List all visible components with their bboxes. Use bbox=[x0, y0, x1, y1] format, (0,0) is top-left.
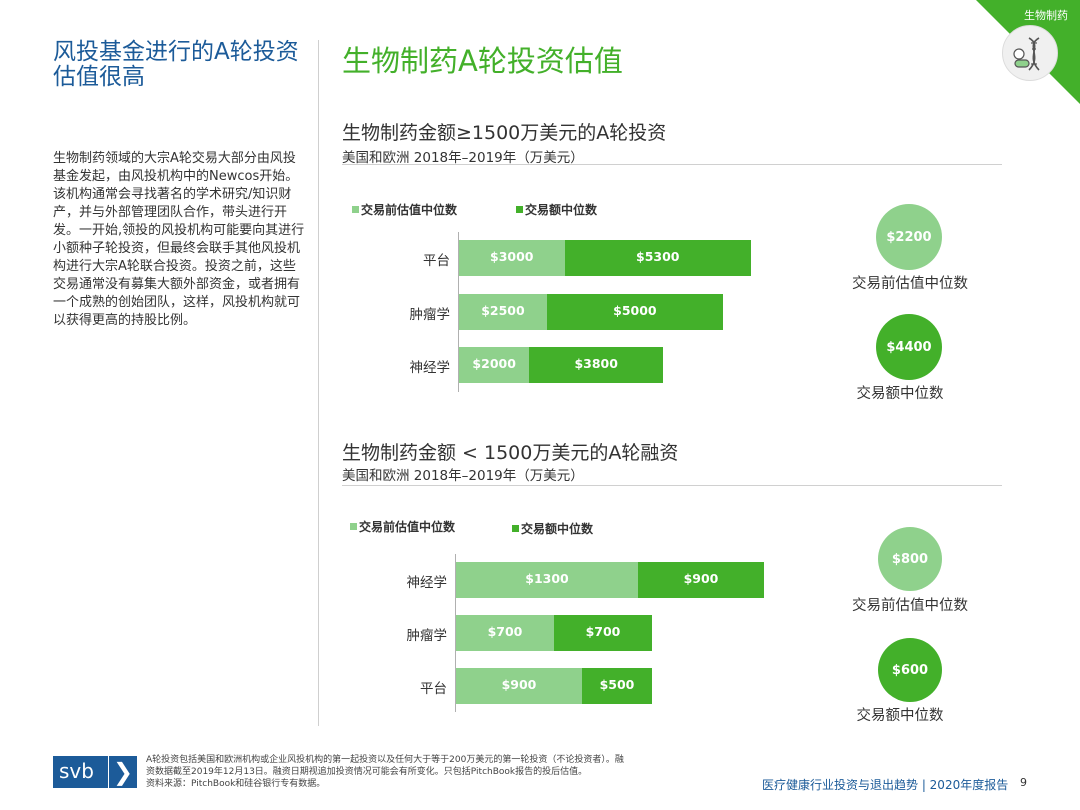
footnote-line-2: 资数据截至2019年12月13日。融资日期视追加投资情况可能会有所变化。只包括P… bbox=[146, 767, 588, 777]
bar-deal-amount bbox=[546, 294, 723, 330]
legend-swatch-dark bbox=[516, 206, 523, 213]
chart2-legend-pre: 交易前估值中位数 bbox=[350, 518, 455, 535]
chart1-axis bbox=[458, 232, 459, 392]
chart1-legend-amt: 交易额中位数 bbox=[516, 201, 597, 218]
chart2-summary-pre-circle: $800 bbox=[878, 527, 942, 591]
corner-label: 生物制药 bbox=[1024, 9, 1068, 22]
bar-deal-amount bbox=[554, 615, 652, 651]
bar-value-label: $2000 bbox=[472, 356, 516, 371]
footnote-line-3: 资料来源：PitchBook和硅谷银行专有数据。 bbox=[146, 779, 326, 789]
category-label: 平台 bbox=[420, 681, 447, 697]
chart1-summary-amt-caption: 交易额中位数 bbox=[856, 386, 944, 402]
category-label: 肿瘤学 bbox=[409, 307, 451, 323]
chart2-subtitle: 美国和欧洲 2018年–2019年（万美元） bbox=[342, 468, 584, 484]
category-label: 肿瘤学 bbox=[406, 628, 448, 644]
chart2-legend-amt: 交易额中位数 bbox=[512, 520, 593, 537]
bar-deal-amount bbox=[638, 562, 764, 598]
chart1-title: 生物制药金额≥1500万美元的A轮投资 bbox=[342, 122, 667, 144]
bar-value-label: $3000 bbox=[490, 249, 534, 264]
category-label: 神经学 bbox=[409, 360, 451, 376]
chart2-summary-amt-caption: 交易额中位数 bbox=[856, 708, 944, 724]
chart2-summary-amt-circle: $600 bbox=[878, 638, 942, 702]
left-title: 风投基金进行的A轮投资估值很高 bbox=[53, 39, 299, 90]
chart1-subtitle: 美国和欧洲 2018年–2019年（万美元） bbox=[342, 150, 584, 166]
page-title: 生物制药A轮投资估值 bbox=[342, 44, 623, 78]
category-label: 平台 bbox=[423, 253, 450, 269]
bar-pre-money bbox=[459, 347, 530, 383]
chart1-summary-pre-caption: 交易前估值中位数 bbox=[852, 276, 968, 292]
left-body-text: 生物制药领域的大宗A轮交易大部分由风投基金发起，由风投机构中的Newcos开始。… bbox=[53, 151, 305, 328]
bar-value-label: $2500 bbox=[481, 303, 525, 318]
bar-value-label: $3800 bbox=[574, 356, 618, 371]
bar-pre-money bbox=[456, 615, 554, 651]
legend-swatch-dark bbox=[512, 525, 519, 532]
footnote: A轮投资包括美国和欧洲机构或企业风投机构的第一起投资以及任何大于等于200万美元… bbox=[146, 754, 676, 790]
report-name: 医疗健康行业投资与退出趋势 | 2020年度报告 bbox=[762, 778, 1009, 792]
bar-value-label: $700 bbox=[585, 624, 621, 639]
bar-value-label: $5000 bbox=[613, 303, 657, 318]
legend-swatch-light bbox=[350, 523, 357, 530]
bar-pre-money bbox=[459, 240, 565, 276]
bar-pre-money bbox=[459, 294, 547, 330]
svb-logo-text: svb bbox=[59, 759, 94, 783]
biopharma-icon bbox=[1002, 25, 1058, 81]
bar-pre-money bbox=[456, 562, 638, 598]
chevron-right-icon: ❯ bbox=[113, 758, 134, 786]
bar-value-label: $5300 bbox=[636, 249, 680, 264]
page-number: 9 bbox=[1020, 776, 1027, 789]
chart1-summary-pre-circle: $2200 bbox=[876, 204, 942, 270]
legend-swatch-light bbox=[352, 206, 359, 213]
bar-value-label: $900 bbox=[501, 677, 537, 692]
chart2-summary-pre-caption: 交易前估值中位数 bbox=[852, 598, 968, 614]
bar-deal-amount bbox=[564, 240, 751, 276]
chart2-title: 生物制药金额 < 1500万美元的A轮融资 bbox=[342, 442, 679, 464]
bar-value-label: $700 bbox=[487, 624, 523, 639]
chart2-rule bbox=[342, 485, 1002, 486]
svb-logo-divider bbox=[108, 756, 109, 788]
chart1-summary-amt-circle: $4400 bbox=[876, 314, 942, 380]
chart1-legend-pre: 交易前估值中位数 bbox=[352, 201, 457, 218]
category-label: 神经学 bbox=[406, 575, 448, 591]
bar-value-label: $1300 bbox=[525, 571, 569, 586]
chart1-rule bbox=[342, 164, 1002, 165]
bar-pre-money bbox=[456, 668, 582, 704]
bar-deal-amount bbox=[529, 347, 664, 383]
bar-deal-amount bbox=[582, 668, 652, 704]
bar-value-label: $900 bbox=[683, 571, 719, 586]
footnote-line-1: A轮投资包括美国和欧洲机构或企业风投机构的第一起投资以及任何大于等于200万美元… bbox=[146, 755, 624, 765]
chart2-axis bbox=[455, 554, 456, 712]
svb-logo: svb ❯ bbox=[53, 756, 137, 788]
vertical-divider bbox=[318, 40, 319, 726]
bar-value-label: $500 bbox=[599, 677, 635, 692]
